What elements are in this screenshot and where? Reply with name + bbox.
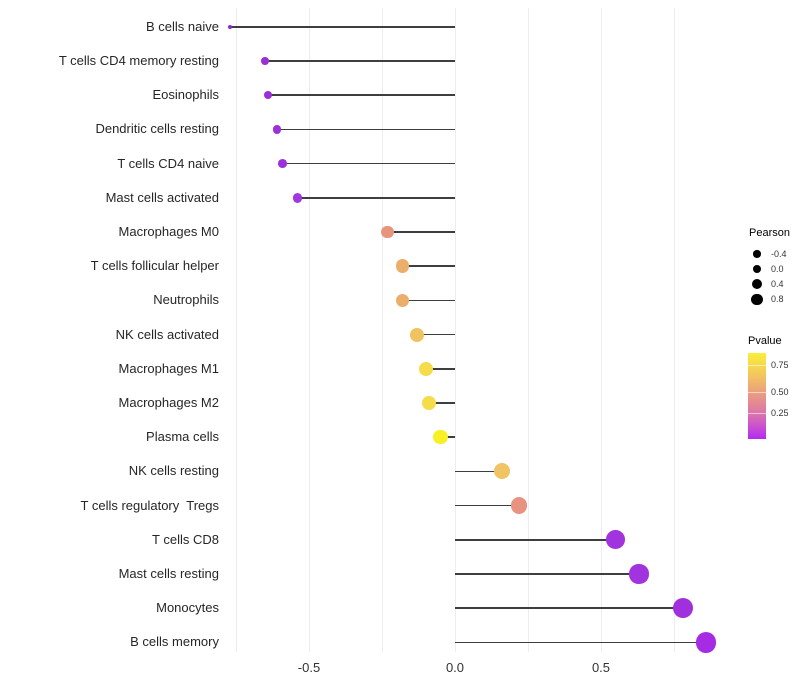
lollipop-stem — [276, 128, 455, 131]
category-label: Monocytes — [156, 600, 219, 616]
x-axis-tick-label: 0.0 — [445, 660, 465, 675]
size-legend-label: 0.8 — [771, 294, 784, 305]
category-label: B cells naive — [146, 18, 219, 34]
category-label: Macrophages M0 — [118, 224, 219, 239]
category-label: Mast cells activated — [105, 189, 219, 205]
data-point — [433, 429, 448, 445]
lollipop-stem — [282, 162, 455, 165]
data-point — [410, 327, 424, 342]
color-legend-tick-label: 0.50 — [771, 387, 789, 397]
data-point — [261, 57, 270, 65]
data-point — [272, 125, 282, 134]
gridline — [308, 8, 310, 652]
lollipop-stem — [455, 573, 639, 575]
gridline — [600, 8, 602, 652]
lollipop-stem — [428, 402, 455, 404]
lollipop-stem — [265, 60, 455, 62]
gridline — [454, 8, 456, 652]
lollipop-stem — [455, 539, 616, 541]
lollipop-stem — [402, 265, 455, 267]
data-point — [395, 259, 410, 273]
size-legend-label: -0.4 — [771, 249, 787, 259]
lollipop-stem — [230, 26, 455, 28]
category-label: B cells memory — [130, 634, 219, 650]
size-legend-dot — [752, 264, 762, 274]
color-legend-tick-label: 0.75 — [771, 360, 789, 371]
data-point — [381, 225, 395, 239]
color-legend-tick — [748, 413, 766, 414]
category-label: Plasma cells — [146, 429, 219, 445]
data-point — [493, 463, 510, 480]
category-label: T cells follicular helper — [90, 258, 219, 274]
lollipop-stem — [455, 470, 502, 473]
gridline — [527, 8, 529, 652]
data-point — [606, 530, 625, 550]
color-legend-tick-label: 0.25 — [771, 408, 789, 418]
data-point — [629, 564, 649, 584]
gridline — [381, 8, 383, 652]
color-legend-tick — [748, 392, 766, 393]
lollipop-stem — [387, 231, 455, 233]
lollipop-stem — [417, 333, 455, 336]
data-point — [421, 395, 436, 411]
data-point — [418, 361, 433, 376]
size-legend-label: 0.4 — [771, 279, 784, 289]
category-label: Macrophages M2 — [118, 395, 219, 410]
category-label: T cells CD4 naive — [117, 155, 219, 171]
color-gradient-bar — [748, 353, 766, 439]
category-label: Neutrophils — [153, 292, 219, 308]
data-point — [695, 632, 717, 653]
category-label: NK cells resting — [128, 463, 219, 479]
size-legend-title: Pearson — [749, 227, 790, 239]
category-label: Eosinophils — [152, 87, 220, 103]
data-point — [278, 159, 288, 168]
data-point — [510, 497, 528, 514]
lollipop-stem — [455, 641, 707, 644]
size-legend-dot — [753, 250, 761, 258]
category-label: NK cells activated — [115, 326, 219, 342]
lollipop-stem — [440, 436, 455, 438]
data-point — [227, 24, 233, 30]
category-label: Dendritic cells resting — [95, 121, 219, 137]
lollipop-stem — [425, 368, 455, 370]
lollipop-stem — [297, 197, 455, 199]
size-legend-dot — [751, 293, 763, 305]
lollipop-stem — [455, 607, 683, 609]
x-axis-tick-label: 0.5 — [591, 660, 611, 675]
gridline — [235, 8, 237, 652]
data-point — [292, 193, 303, 203]
color-legend-title: Pvalue — [748, 335, 782, 347]
gridline — [673, 8, 675, 652]
category-label: Mast cells resting — [118, 566, 219, 581]
category-label: T cells CD4 memory resting — [58, 53, 219, 68]
lollipop-stem — [268, 94, 455, 96]
category-label: T cells CD8 — [152, 531, 219, 547]
x-axis-tick-label: -0.5 — [297, 660, 321, 675]
data-point — [395, 293, 410, 308]
size-legend-label: 0.0 — [771, 264, 784, 274]
data-point — [264, 91, 273, 100]
size-legend-dot — [752, 279, 762, 289]
category-label: Macrophages M1 — [118, 360, 219, 376]
lollipop-stem — [455, 504, 520, 507]
category-label: T cells regulatory Tregs — [80, 497, 219, 513]
data-point — [672, 598, 693, 619]
lollipop-stem — [402, 299, 455, 302]
color-legend-tick — [748, 365, 766, 367]
